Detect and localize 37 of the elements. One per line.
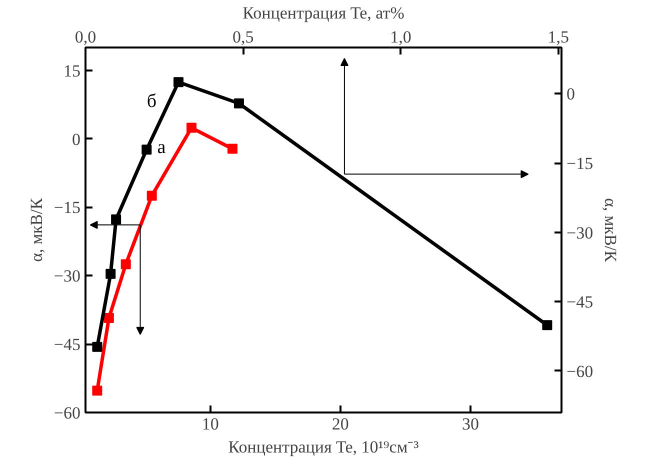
y-tick-label: 15: [64, 61, 80, 80]
x-tick-label: 10: [202, 414, 219, 434]
point: [227, 144, 238, 154]
series-label: б: [146, 90, 157, 112]
x2-tick-label: 0,5: [232, 28, 254, 46]
point: [120, 259, 131, 270]
point: [186, 122, 196, 133]
y2-tick-label: −60: [566, 362, 594, 381]
y2-axis-title: α, мкВ/К: [601, 198, 620, 263]
x2-tick-label: 1,5: [548, 28, 569, 46]
x-tick-label: 20: [332, 414, 349, 434]
y2-tick-label: −15: [566, 154, 594, 174]
x2-tick-label: 1,0: [390, 28, 412, 46]
y2-tick-label: −30: [566, 223, 594, 242]
y2-tick-label: −45: [566, 292, 594, 312]
point: [92, 342, 102, 352]
point: [111, 214, 122, 224]
y-axis-title: α, мкВ/К: [26, 197, 46, 262]
series-label: а: [157, 136, 166, 158]
y-tick-label: 0: [72, 130, 80, 149]
point: [173, 77, 184, 88]
y-tick-label: −45: [54, 335, 81, 354]
point: [146, 190, 157, 201]
x-axis-title: Концентрация Te, 10¹⁹см⁻³: [228, 438, 419, 456]
point: [92, 386, 102, 396]
point: [542, 320, 552, 330]
y-tick-label: −60: [54, 404, 81, 422]
x-tick-label: 30: [462, 414, 479, 434]
x2-axis-title: Концентрация Te, ат%: [242, 4, 404, 22]
y-tick-label: −30: [54, 266, 81, 286]
y2-tick-label: 0: [566, 84, 575, 104]
x2-tick-label: 0,0: [74, 28, 96, 46]
point: [104, 313, 114, 324]
y-tick-label: −15: [54, 198, 81, 218]
point: [142, 144, 152, 155]
point: [106, 268, 116, 279]
point: [234, 98, 244, 108]
